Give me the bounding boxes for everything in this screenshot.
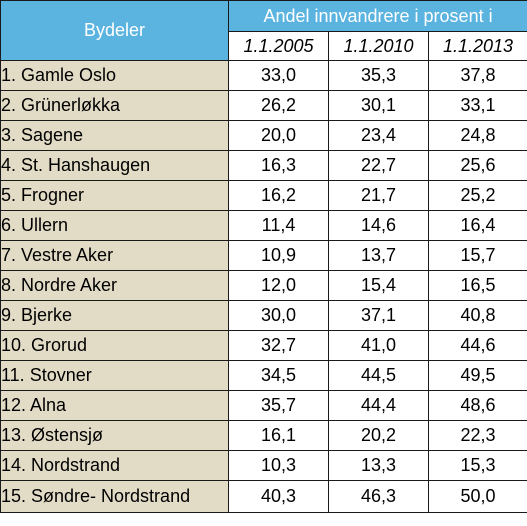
value-cell: 16,4 [427, 210, 527, 241]
table-row: 7. Vestre Aker 10,9 13,7 15,7 [0, 240, 527, 271]
value-cell: 14,6 [328, 210, 429, 241]
value-cell: 20,2 [328, 420, 429, 451]
value-cell: 13,7 [328, 240, 429, 271]
district-name-cell: 5. Frogner [0, 180, 229, 211]
value-cell: 25,2 [427, 180, 527, 211]
value-cell: 34,5 [228, 360, 329, 391]
value-cell: 15,3 [427, 450, 527, 481]
value-cell: 33,0 [228, 60, 329, 91]
value-cell: 22,7 [328, 150, 429, 181]
table-row: 12. Alna 35,7 44,4 48,6 [0, 390, 527, 421]
value-cell: 48,6 [427, 390, 527, 421]
value-cell: 37,1 [328, 300, 429, 331]
value-cell: 23,4 [328, 120, 429, 151]
value-cell: 26,2 [228, 90, 329, 121]
table-row: 9. Bjerke 30,0 37,1 40,8 [0, 300, 527, 331]
value-cell: 50,0 [427, 480, 527, 513]
district-name-cell: 15. Søndre- Nordstrand [0, 480, 229, 513]
district-name-cell: 11. Stovner [0, 360, 229, 391]
district-name-cell: 7. Vestre Aker [0, 240, 229, 271]
value-cell: 46,3 [328, 480, 429, 513]
value-cell: 30,1 [328, 90, 429, 121]
value-cell: 37,8 [427, 60, 527, 91]
table-row: 4. St. Hanshaugen 16,3 22,7 25,6 [0, 150, 527, 181]
district-name-cell: 6. Ullern [0, 210, 229, 241]
value-cell: 30,0 [228, 300, 329, 331]
table-row: 3. Sagene 20,0 23,4 24,8 [0, 120, 527, 151]
district-name-cell: 14. Nordstrand [0, 450, 229, 481]
table-row: 1. Gamle Oslo 33,0 35,3 37,8 [0, 60, 527, 91]
value-cell: 24,8 [427, 120, 527, 151]
table-row: 15. Søndre- Nordstrand 40,3 46,3 50,0 [0, 480, 527, 513]
value-cell: 35,7 [228, 390, 329, 421]
value-cell: 33,1 [427, 90, 527, 121]
value-cell: 44,5 [328, 360, 429, 391]
immigrant-share-table: Bydeler Andel innvandrere i prosent i 1.… [0, 0, 527, 513]
value-cell: 49,5 [427, 360, 527, 391]
district-name-cell: 9. Bjerke [0, 300, 229, 331]
value-cell: 13,3 [328, 450, 429, 481]
value-cell: 32,7 [228, 330, 329, 361]
value-cell: 10,3 [228, 450, 329, 481]
value-cell: 16,1 [228, 420, 329, 451]
table-row: 6. Ullern 11,4 14,6 16,4 [0, 210, 527, 241]
value-cell: 16,2 [228, 180, 329, 211]
district-name-cell: 1. Gamle Oslo [0, 60, 229, 91]
district-name-cell: 8. Nordre Aker [0, 270, 229, 301]
value-cell: 22,3 [427, 420, 527, 451]
district-name-cell: 3. Sagene [0, 120, 229, 151]
table-row: 5. Frogner 16,2 21,7 25,2 [0, 180, 527, 211]
value-cell: 40,8 [427, 300, 527, 331]
year-header-2013: 1.1.2013 [427, 31, 527, 61]
value-cell: 44,4 [328, 390, 429, 421]
table-row: 13. Østensjø 16,1 20,2 22,3 [0, 420, 527, 451]
value-cell: 11,4 [228, 210, 329, 241]
value-cell: 15,4 [328, 270, 429, 301]
value-cell: 15,7 [427, 240, 527, 271]
year-header-2005: 1.1.2005 [228, 31, 329, 61]
district-name-cell: 2. Grünerløkka [0, 90, 229, 121]
district-column-header: Bydeler [0, 0, 229, 61]
district-name-cell: 13. Østensjø [0, 420, 229, 451]
value-cell: 25,6 [427, 150, 527, 181]
table-body: 1. Gamle Oslo 33,0 35,3 37,8 2. Grünerløkka 2… [0, 60, 527, 513]
district-name-cell: 12. Alna [0, 390, 229, 421]
value-cell: 40,3 [228, 480, 329, 513]
table-row: 10. Grorud 32,7 41,0 44,6 [0, 330, 527, 361]
table-row: 2. Grünerløkka 26,2 30,1 33,1 [0, 90, 527, 121]
district-name-cell: 4. St. Hanshaugen [0, 150, 229, 181]
table-row: 11. Stovner 34,5 44,5 49,5 [0, 360, 527, 391]
year-header-2010: 1.1.2010 [328, 31, 429, 61]
value-cell: 16,3 [228, 150, 329, 181]
value-cell: 21,7 [328, 180, 429, 211]
value-cell: 35,3 [328, 60, 429, 91]
district-name-cell: 10. Grorud [0, 330, 229, 361]
value-cell: 44,6 [427, 330, 527, 361]
value-cell: 12,0 [228, 270, 329, 301]
table-row: 14. Nordstrand 10,3 13,3 15,3 [0, 450, 527, 481]
value-cell: 16,5 [427, 270, 527, 301]
table-row: 8. Nordre Aker 12,0 15,4 16,5 [0, 270, 527, 301]
value-cell: 41,0 [328, 330, 429, 361]
value-cell: 10,9 [228, 240, 329, 271]
value-cell: 20,0 [228, 120, 329, 151]
group-column-header: Andel innvandrere i prosent i [227, 0, 527, 32]
